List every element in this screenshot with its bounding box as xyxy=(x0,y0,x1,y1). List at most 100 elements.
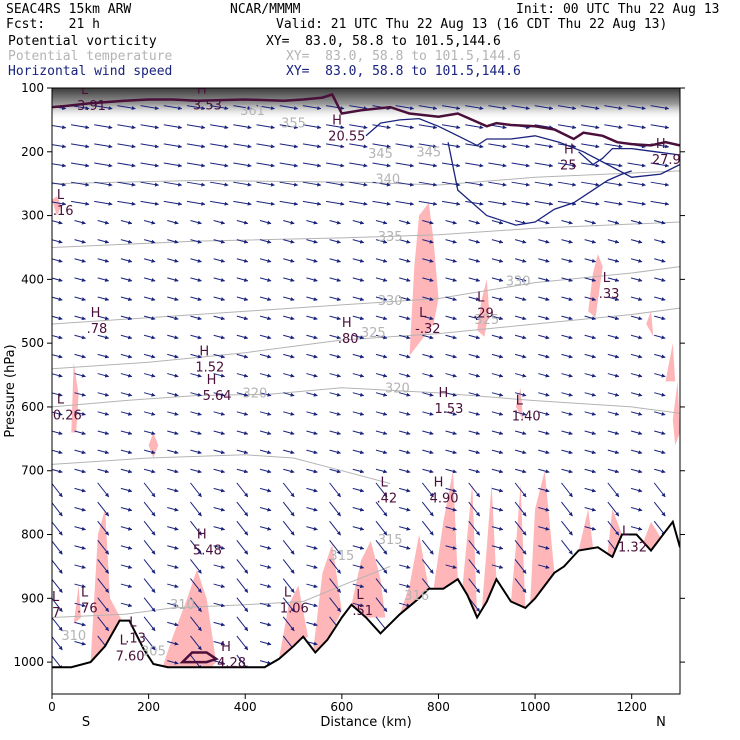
wind-vector xyxy=(445,353,457,359)
wind-vector xyxy=(538,392,550,397)
wind-vector xyxy=(421,520,434,536)
wind-vector xyxy=(190,539,202,555)
wind-vector xyxy=(210,181,229,187)
wind-vector xyxy=(654,449,666,455)
wind-vector xyxy=(329,539,341,555)
wind-vector xyxy=(167,468,179,474)
wind-vector xyxy=(236,468,249,474)
wind-vector xyxy=(143,411,156,416)
wind-vector xyxy=(213,373,226,378)
wind-vector xyxy=(491,353,504,359)
wind-vector xyxy=(584,392,597,397)
wind-vector xyxy=(584,449,597,455)
wind-vector xyxy=(375,219,388,225)
theta-contour xyxy=(52,387,680,414)
wind-vector xyxy=(422,430,434,435)
wind-vector xyxy=(167,239,179,244)
wind-vector xyxy=(213,621,226,627)
wind-vector xyxy=(120,449,133,455)
wind-vector xyxy=(283,430,295,435)
wind-vector xyxy=(306,526,318,531)
pv-extremum-value: -.32 xyxy=(415,322,440,337)
wind-vector xyxy=(306,487,318,493)
wind-vector xyxy=(326,181,345,187)
wind-vector xyxy=(167,564,179,569)
wind-vector xyxy=(186,181,206,187)
theta-label: 315 xyxy=(329,549,354,564)
wind-vector xyxy=(282,597,295,613)
y-tick-label: 100 xyxy=(21,81,44,95)
pv-extremum-type: H xyxy=(221,640,231,655)
wind-vector xyxy=(607,430,620,435)
wind-vector xyxy=(282,559,295,574)
wind-vector xyxy=(399,334,411,340)
wind-vector xyxy=(256,105,275,111)
wind-vector xyxy=(349,124,368,130)
pv-extremum-value: 1.06 xyxy=(280,602,309,617)
wind-vector xyxy=(418,124,438,130)
wind-vector xyxy=(534,162,554,168)
wind-vector xyxy=(538,219,550,225)
wind-vector xyxy=(190,578,202,593)
wind-vector xyxy=(534,105,554,111)
wind-vector xyxy=(117,200,136,206)
wind-vector xyxy=(352,526,365,531)
wind-vector xyxy=(561,219,573,225)
wind-vector xyxy=(167,411,179,416)
wind-vector xyxy=(167,526,179,531)
pv-extremum-value: .80 xyxy=(338,332,359,347)
pv-extremum-type: H xyxy=(199,344,209,359)
wind-vector xyxy=(514,430,527,435)
north-end-label: N xyxy=(656,715,666,730)
pv-extremum-type: L xyxy=(477,290,485,305)
pv-positive-region xyxy=(52,196,62,216)
wind-vector xyxy=(140,162,159,168)
wind-vector xyxy=(375,597,388,613)
wind-vector xyxy=(538,296,550,301)
wind-vector xyxy=(259,468,272,474)
wind-vector xyxy=(491,449,504,455)
header-valid: Valid: 21 UTC Thu 22 Aug 13 (16 CDT Thu … xyxy=(276,17,668,32)
wind-vector xyxy=(445,239,457,244)
wind-vector xyxy=(283,449,295,455)
tropopause-pv-contour xyxy=(52,92,680,147)
y-tick-label: 400 xyxy=(21,272,44,286)
wind-vector xyxy=(329,219,341,225)
wind-vector xyxy=(607,468,620,474)
wind-vector xyxy=(163,200,183,206)
wind-vector xyxy=(630,334,643,340)
wind-vector xyxy=(283,411,295,416)
wind-vector xyxy=(607,482,620,498)
wind-vector xyxy=(468,296,481,301)
wind-vector xyxy=(488,181,507,187)
wind-vector xyxy=(97,430,110,435)
wind-vector xyxy=(143,482,156,498)
wind-vector xyxy=(352,219,365,225)
wind-vector xyxy=(488,143,507,149)
wind-vector xyxy=(538,430,550,435)
wind-vector xyxy=(375,482,388,498)
wind-vector xyxy=(491,373,504,378)
wind-vector xyxy=(167,621,179,627)
wind-vector xyxy=(140,143,159,149)
wind-vector xyxy=(538,545,550,550)
wind-vector xyxy=(236,482,249,498)
wind-vector xyxy=(514,219,527,225)
wind-vector xyxy=(97,315,110,321)
wind-vector xyxy=(352,392,365,397)
wind-vector xyxy=(259,526,272,531)
wind-vector xyxy=(190,258,202,263)
wind-vector xyxy=(607,449,620,455)
wind-vector xyxy=(94,162,113,168)
wind-vector xyxy=(468,392,481,397)
wind-vector xyxy=(236,539,249,555)
pv-positive-region xyxy=(399,534,429,615)
wind-speed-contour xyxy=(578,147,680,166)
wind-vector xyxy=(329,296,341,301)
wind-vector xyxy=(352,411,365,416)
pv-closed-contour xyxy=(179,651,220,664)
pv-extremum-type: L xyxy=(57,188,65,203)
pv-positive-region xyxy=(477,279,490,337)
wind-vector xyxy=(352,373,365,378)
wind-vector xyxy=(514,501,527,517)
